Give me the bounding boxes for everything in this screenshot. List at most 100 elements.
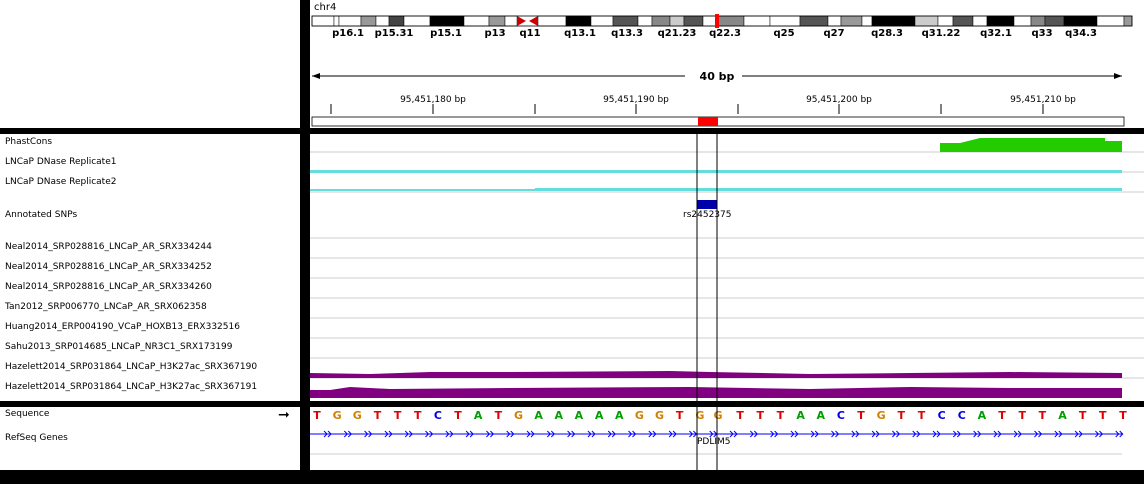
sequence-base: A [796, 409, 805, 422]
dnase-rep2-signal [535, 188, 1122, 191]
gene-strand-arrow [384, 430, 393, 438]
sequence-base: T [676, 409, 684, 422]
gene-strand-arrow [425, 430, 434, 438]
region-of-interest [698, 117, 718, 126]
sequence-base: G [877, 409, 886, 422]
track-name-label[interactable]: Annotated SNPs [5, 210, 78, 220]
ruler-tick-label: 95,451,180 bp [400, 95, 466, 105]
sequence-base: T [757, 409, 765, 422]
gene-strand-arrow [1013, 430, 1022, 438]
gene-strand-arrow [912, 430, 921, 438]
gene-strand-arrow [546, 430, 556, 438]
band-label: q25 [773, 28, 794, 39]
gene-strand-arrow [932, 430, 941, 438]
sequence-base: T [313, 409, 321, 422]
track-name-label[interactable]: LNCaP DNase Replicate2 [5, 177, 117, 187]
sequence-base: T [998, 409, 1006, 422]
span-arrow-left [312, 73, 320, 79]
sequence-base: G [333, 409, 342, 422]
chromosome-ideogram[interactable]: p16.1 p15.31 p15.1 p13 q11 q13.1 q13.3 q21.23 q2… [310, 0, 1144, 40]
sequence-base: G [713, 409, 722, 422]
band-label: q33 [1031, 28, 1052, 39]
chromosome-name[interactable]: chr4 [314, 2, 337, 13]
sequence-base: A [534, 409, 543, 422]
sequence-base: T [394, 409, 402, 422]
span-label: 40 bp [700, 70, 735, 83]
band-label: q32.1 [980, 28, 1012, 39]
sequence-base: T [1079, 409, 1087, 422]
band-label: q21.23 [658, 28, 697, 39]
band-label: q22.3 [709, 28, 741, 39]
band-label: q28.3 [871, 28, 903, 39]
span-arrow-right [1114, 73, 1122, 79]
snp-feature [697, 200, 717, 209]
track-name-label[interactable]: Huang2014_ERP004190_VCaP_HOXB13_ERX33251… [5, 322, 240, 332]
band-label: p15.1 [430, 28, 462, 39]
track-name-label[interactable]: Neal2014_SRP028816_LNCaP_AR_SRX334244 [5, 242, 212, 252]
band-label: q11 [519, 28, 540, 39]
gene-strand-arrow [343, 430, 353, 438]
sequence-base: G [635, 409, 644, 422]
sequence-base: A [474, 409, 483, 422]
gene-strand-arrow [404, 430, 413, 438]
track-name-label[interactable]: Neal2014_SRP028816_LNCaP_AR_SRX334260 [5, 282, 212, 292]
sequence-base: T [898, 409, 906, 422]
sequence-base: G [655, 409, 664, 422]
sequence-base: C [958, 409, 966, 422]
sequence-base: A [595, 409, 604, 422]
ruler-tick-label: 95,451,200 bp [806, 95, 872, 105]
ruler-tick-label: 95,451,210 bp [1010, 95, 1076, 105]
gene-strand-arrow [1054, 430, 1063, 438]
band-label: q31.22 [922, 28, 961, 39]
feature-track-names: Sequence ➞ RefSeq Genes [0, 407, 300, 470]
track-name-label[interactable]: Tan2012_SRP006770_LNCaP_AR_SRX062358 [5, 302, 207, 312]
genomic-ruler[interactable]: 40 bp 95,451,180 bp 95,451,190 bp 95,451,20… [310, 0, 1144, 128]
gene-strand-arrow [465, 430, 474, 438]
track-name-label[interactable]: Neal2014_SRP028816_LNCaP_AR_SRX334252 [5, 262, 212, 272]
h3k27ac-signal-2 [310, 387, 1122, 398]
gene-strand-arrow [892, 430, 901, 438]
gene-strand-arrow [993, 430, 1002, 438]
sequence-base: T [414, 409, 422, 422]
band-label: q13.3 [611, 28, 643, 39]
dnase-rep2-signal [310, 189, 535, 191]
track-name-label[interactable]: LNCaP DNase Replicate1 [5, 157, 117, 167]
h3k27ac-signal-1 [310, 371, 1122, 378]
gene-strand-arrow [445, 430, 454, 438]
centromere-marker [529, 16, 538, 26]
gene-strand-arrow [790, 430, 799, 438]
gene-name-label: PDLIM5 [697, 437, 731, 447]
gene-strand-arrow [587, 430, 596, 438]
sequence-base: T [777, 409, 785, 422]
gene-strand-arrow [567, 430, 576, 438]
gene-strand-arrow [851, 430, 860, 438]
sequence-base: T [1018, 409, 1026, 422]
gene-strand-arrow [486, 430, 495, 438]
track-name-label[interactable]: PhastCons [5, 137, 53, 147]
sequence-base: C [837, 409, 845, 422]
gene-strand-arrow [628, 430, 637, 438]
track-name-label[interactable]: Hazelett2014_SRP031864_LNCaP_H3K27ac_SRX… [5, 362, 258, 372]
track-name-label[interactable]: Hazelett2014_SRP031864_LNCaP_H3K27ac_SRX… [5, 382, 258, 392]
gene-strand-arrow [668, 430, 677, 438]
sequence-base: T [1039, 409, 1047, 422]
ruler-panel[interactable]: chr4 p16.1 p15.31 p15.1 p13 q11 q13.1 q13.3 q21… [310, 0, 1144, 128]
gene-strand-arrow [1034, 430, 1043, 438]
gene-strand-arrow [1115, 430, 1124, 438]
data-tracks-panel[interactable]: rs2452375 [310, 134, 1144, 401]
sequence-base: A [555, 409, 564, 422]
track-name-label[interactable]: Sahu2013_SRP014685_LNCaP_NR3C1_SRX173199 [5, 342, 233, 352]
strand-arrow-icon[interactable]: ➞ [278, 407, 290, 423]
band-label: p13 [484, 28, 505, 39]
sequence-base: G [514, 409, 523, 422]
sequence-base: T [454, 409, 462, 422]
centromere-marker [517, 16, 526, 26]
gene-strand-arrow [526, 430, 535, 438]
gene-strand-arrow [323, 430, 332, 438]
gene-strand-arrow [729, 430, 738, 438]
gene-strand-arrow [506, 430, 515, 438]
gene-strand-arrow [1095, 430, 1104, 438]
gene-strand-arrow [810, 430, 819, 438]
gene-strand-arrow [749, 430, 759, 438]
